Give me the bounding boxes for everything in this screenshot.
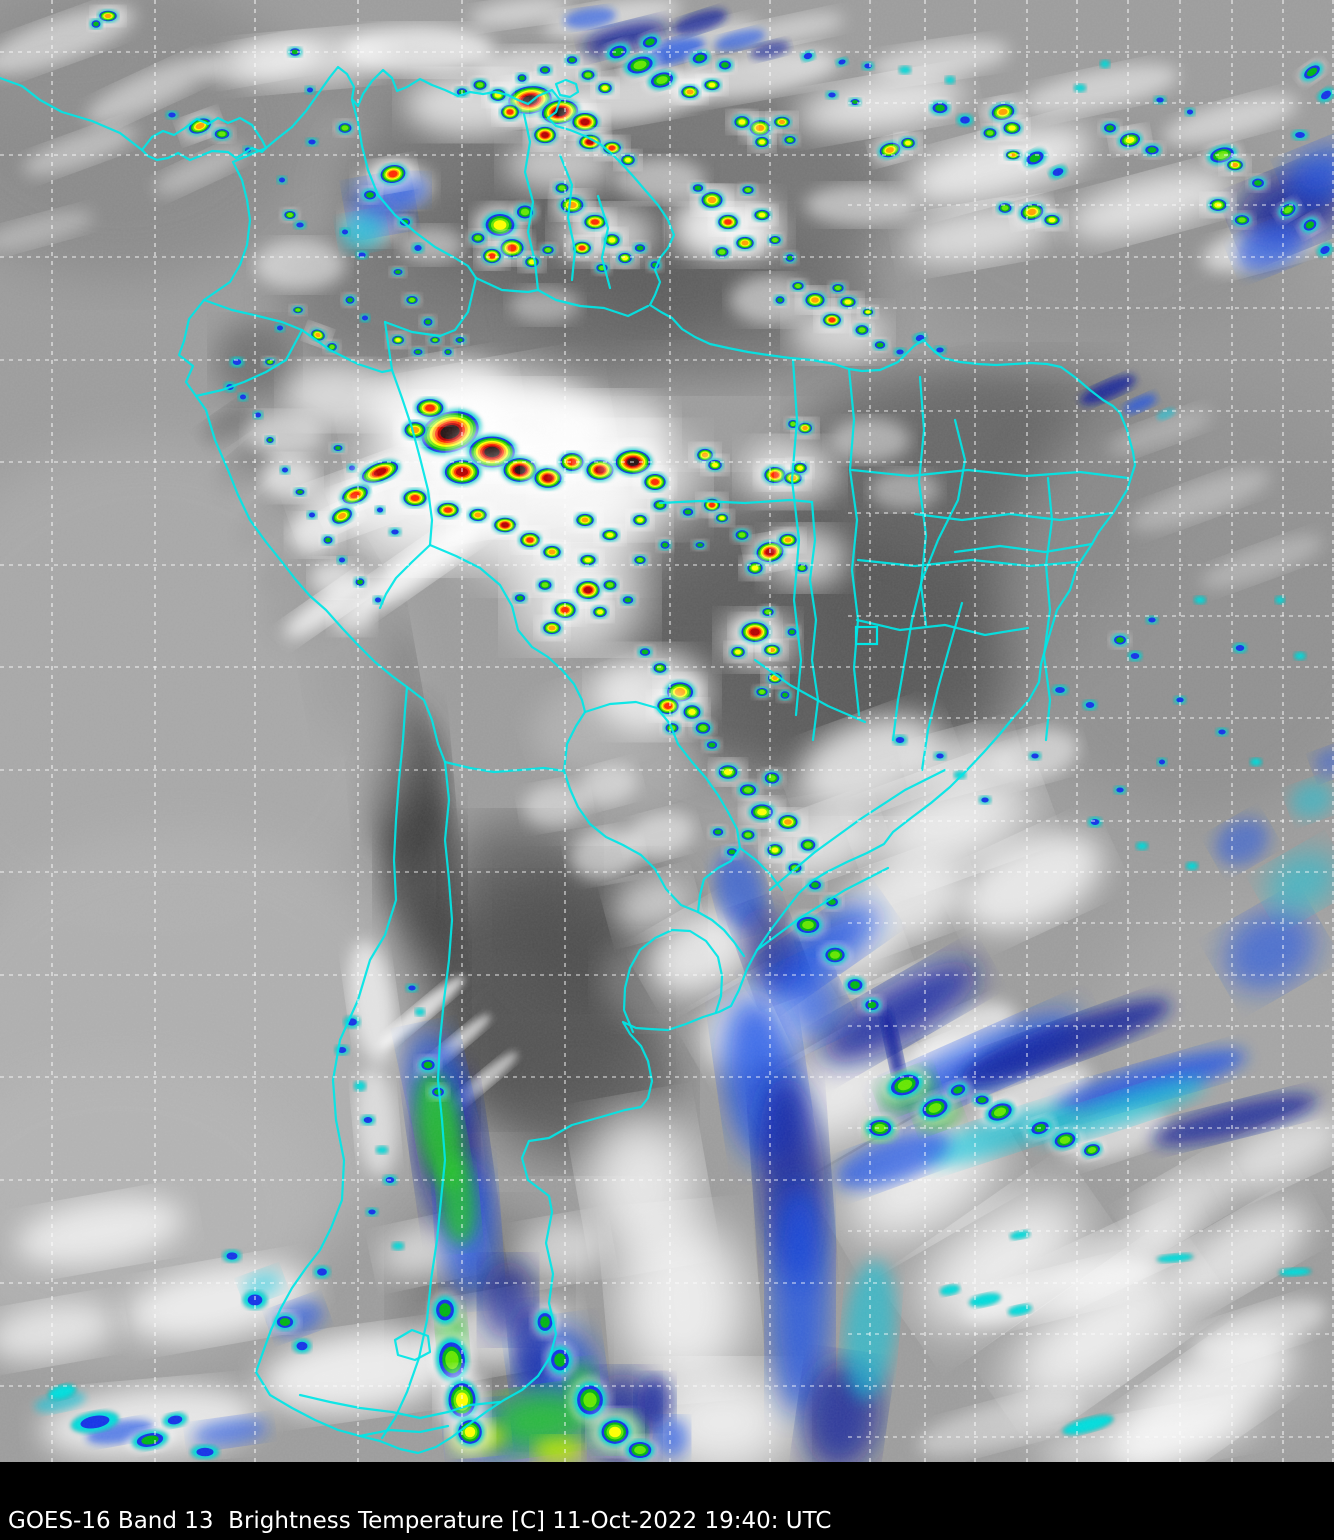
border-path	[177, 65, 1137, 1455]
border-box-artifact	[854, 625, 879, 646]
border-path	[383, 320, 394, 372]
border-path	[393, 1328, 432, 1362]
border-path	[554, 78, 580, 99]
border-path	[913, 511, 1115, 522]
border-path	[808, 500, 820, 742]
border-path	[855, 618, 1030, 637]
caption-text: GOES-16 Band 13 Brightness Temperature […	[8, 1507, 832, 1534]
graticule-layer	[0, 0, 1334, 1462]
border-path	[891, 418, 967, 742]
border-path	[358, 1424, 450, 1438]
border-path	[917, 375, 928, 627]
border-path	[738, 846, 784, 892]
border-path	[202, 298, 304, 332]
border-path	[474, 276, 650, 318]
border-path	[696, 910, 746, 958]
border-path	[768, 768, 947, 892]
grain-texture-overlay	[0, 0, 1334, 1462]
border-path	[405, 685, 447, 764]
border-path	[194, 328, 304, 398]
border-path	[622, 928, 724, 1034]
border-path	[850, 468, 1130, 480]
border-path	[383, 276, 478, 338]
border-path	[0, 76, 144, 152]
border-path	[953, 542, 1094, 554]
border-path	[390, 368, 434, 547]
border-path	[428, 543, 587, 714]
satellite-map	[0, 0, 1334, 1462]
border-path	[522, 112, 540, 292]
border-path	[847, 367, 861, 717]
border-path	[1042, 476, 1054, 742]
border-path	[658, 498, 814, 505]
border-path	[558, 153, 577, 282]
border-path	[443, 760, 566, 774]
border-path	[753, 658, 867, 724]
border-path	[562, 700, 742, 914]
border-path	[755, 866, 890, 952]
border-path	[298, 1393, 502, 1420]
caption-bar: GOES-16 Band 13 Brightness Temperature […	[0, 1462, 1334, 1540]
border-path	[378, 543, 432, 610]
border-path	[596, 194, 612, 290]
border-path	[920, 601, 964, 772]
border-path	[350, 98, 478, 280]
border-path	[790, 358, 803, 717]
country-border-layer	[0, 65, 1137, 1455]
